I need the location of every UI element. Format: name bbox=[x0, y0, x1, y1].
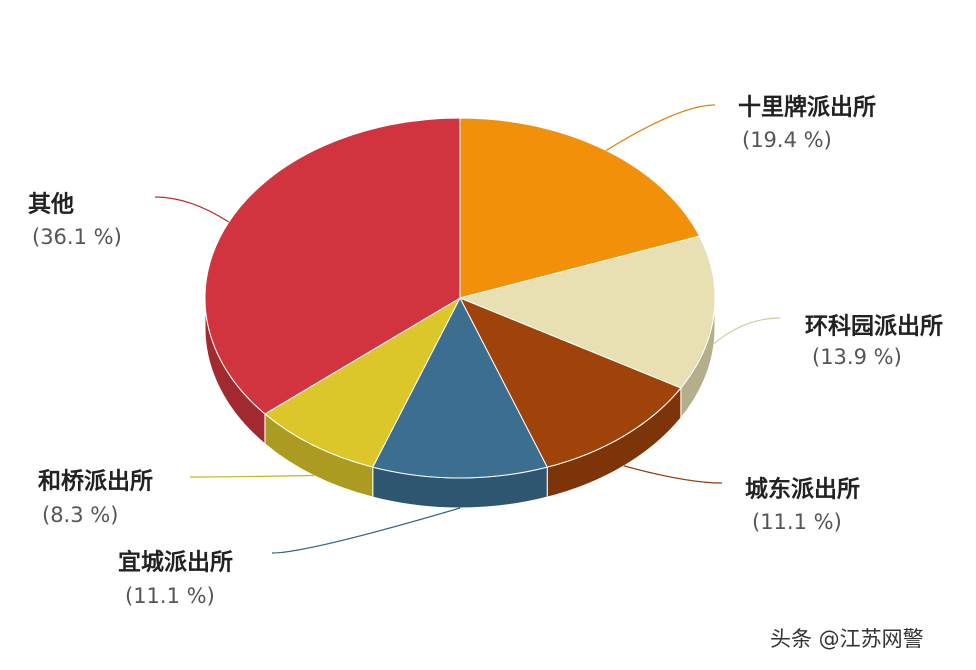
slice-label: 宜城派出所 bbox=[118, 549, 233, 576]
slice-value-label: (19.4 %) bbox=[742, 128, 832, 152]
leader-line bbox=[713, 317, 781, 345]
leader-line bbox=[154, 196, 230, 223]
watermark: 头条 @江苏网警 bbox=[770, 627, 924, 651]
leader-line bbox=[271, 507, 461, 554]
slice-label: 环科园派出所 bbox=[805, 314, 943, 340]
slice bbox=[204, 117, 461, 415]
slice-label: 十里牌派出所 bbox=[738, 94, 876, 121]
slice-value-label: (36.1 %) bbox=[32, 225, 122, 249]
slice bbox=[264, 296, 462, 468]
slice bbox=[458, 297, 682, 468]
slice bbox=[372, 296, 548, 479]
slice-label: 和桥派出所 bbox=[38, 468, 153, 495]
leader-line bbox=[605, 104, 716, 151]
slice-label: 其他 bbox=[28, 192, 74, 218]
leader-line bbox=[189, 474, 314, 478]
slice bbox=[458, 235, 716, 389]
leader-line bbox=[623, 465, 723, 484]
slice-value-label: (11.1 %) bbox=[125, 584, 215, 608]
slice-label: 城东派出所 bbox=[745, 476, 860, 503]
slice-value-label: (8.3 %) bbox=[42, 503, 118, 527]
slice-value-label: (11.1 %) bbox=[752, 510, 842, 534]
slice bbox=[459, 117, 701, 299]
slice-value-label: (13.9 %) bbox=[812, 345, 902, 369]
